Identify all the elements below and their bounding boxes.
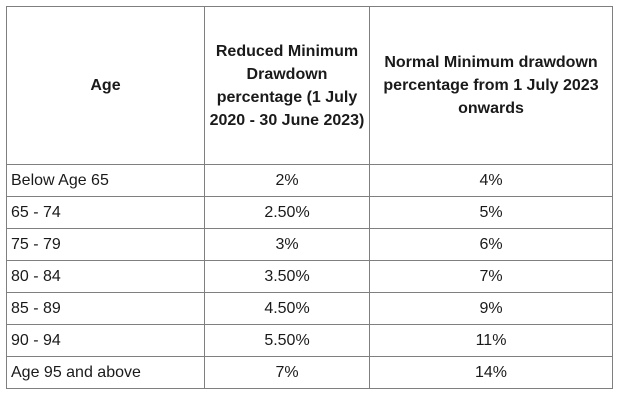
header-reduced-drawdown: Reduced Minimum Drawdown percentage (1 J… [204, 6, 370, 165]
drawdown-table: Age Reduced Minimum Drawdown percentage … [6, 6, 613, 389]
cell-age: 75 - 79 [6, 228, 205, 261]
cell-age: 65 - 74 [6, 196, 205, 229]
table-row: 75 - 79 3% 6% [6, 228, 613, 261]
cell-reduced: 3.50% [204, 260, 370, 293]
cell-normal: 5% [369, 196, 613, 229]
cell-reduced: 4.50% [204, 292, 370, 325]
cell-normal: 6% [369, 228, 613, 261]
table-row: 85 - 89 4.50% 9% [6, 292, 613, 325]
header-normal-drawdown: Normal Minimum drawdown percentage from … [369, 6, 613, 165]
cell-reduced: 2% [204, 164, 370, 197]
table-row: 80 - 84 3.50% 7% [6, 260, 613, 293]
cell-normal: 14% [369, 356, 613, 389]
cell-age: Age 95 and above [6, 356, 205, 389]
cell-reduced: 7% [204, 356, 370, 389]
drawdown-table-container: Age Reduced Minimum Drawdown percentage … [6, 6, 613, 389]
cell-age: Below Age 65 [6, 164, 205, 197]
cell-age: 90 - 94 [6, 324, 205, 357]
cell-reduced: 3% [204, 228, 370, 261]
cell-normal: 9% [369, 292, 613, 325]
cell-normal: 11% [369, 324, 613, 357]
table-row: Below Age 65 2% 4% [6, 164, 613, 197]
header-row: Age Reduced Minimum Drawdown percentage … [6, 6, 613, 165]
table-row: 65 - 74 2.50% 5% [6, 196, 613, 229]
cell-reduced: 5.50% [204, 324, 370, 357]
table-row: 90 - 94 5.50% 11% [6, 324, 613, 357]
table-body: Below Age 65 2% 4% 65 - 74 2.50% 5% 75 -… [6, 164, 613, 389]
cell-normal: 4% [369, 164, 613, 197]
cell-age: 85 - 89 [6, 292, 205, 325]
cell-age: 80 - 84 [6, 260, 205, 293]
cell-normal: 7% [369, 260, 613, 293]
table-row: Age 95 and above 7% 14% [6, 356, 613, 389]
table-header: Age Reduced Minimum Drawdown percentage … [6, 6, 613, 165]
cell-reduced: 2.50% [204, 196, 370, 229]
header-age: Age [6, 6, 205, 165]
